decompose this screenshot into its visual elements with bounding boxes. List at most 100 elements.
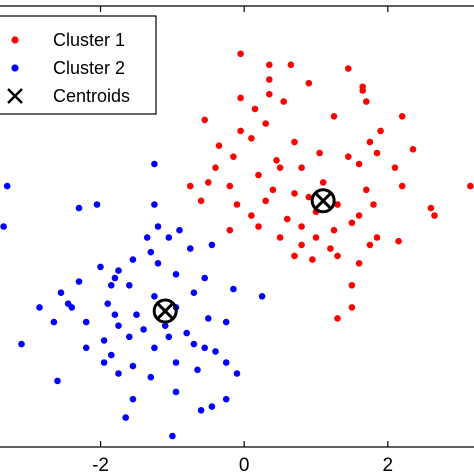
legend-marker-cluster-1 (11, 36, 19, 44)
point-cluster-2-31 (68, 304, 76, 311)
point-cluster-1-57 (255, 223, 262, 230)
point-cluster-2-53 (100, 359, 108, 366)
point-cluster-1-15 (201, 116, 208, 124)
point-cluster-2-28 (151, 293, 158, 300)
point-cluster-1-68 (334, 252, 341, 260)
point-cluster-2-17 (111, 274, 119, 282)
point-cluster-1-40 (319, 179, 327, 186)
point-cluster-2-62 (172, 388, 180, 396)
point-cluster-2-40 (161, 322, 169, 330)
point-cluster-2-68 (169, 432, 176, 440)
point-cluster-2-12 (147, 248, 155, 256)
point-cluster-1-20 (377, 127, 384, 135)
point-cluster-1-17 (237, 127, 244, 135)
point-cluster-1-27 (373, 149, 381, 157)
point-cluster-1-10 (280, 98, 288, 105)
point-cluster-1-73 (334, 315, 341, 322)
point-cluster-2-46 (190, 340, 198, 348)
point-cluster-2-55 (172, 359, 180, 366)
point-cluster-1-70 (309, 256, 316, 263)
point-cluster-2-52 (18, 340, 25, 348)
point-cluster-1-18 (248, 135, 255, 142)
point-cluster-1-23 (230, 153, 237, 160)
point-cluster-1-22 (215, 142, 223, 149)
legend-box (0, 15, 157, 115)
point-cluster-1-53 (355, 212, 363, 219)
point-cluster-1-25 (316, 149, 323, 157)
point-cluster-2-61 (54, 377, 61, 385)
point-cluster-1-56 (226, 226, 234, 234)
point-cluster-1-66 (366, 241, 374, 249)
point-cluster-1-51 (284, 215, 291, 223)
point-cluster-1-72 (348, 304, 356, 311)
point-cluster-1-69 (291, 252, 298, 260)
point-cluster-2-65 (208, 403, 216, 410)
point-cluster-2-13 (154, 260, 162, 267)
point-cluster-2-23 (108, 282, 115, 289)
point-cluster-2-60 (233, 370, 241, 377)
point-cluster-2-58 (115, 370, 122, 377)
x-ticks: -2 0 2 (92, 6, 393, 474)
point-cluster-2-8 (165, 234, 173, 241)
point-cluster-2-59 (147, 373, 155, 381)
point-cluster-2-5 (0, 223, 7, 230)
point-cluster-1-5 (305, 79, 313, 87)
point-cluster-1-65 (327, 245, 334, 252)
point-cluster-1-38 (269, 186, 277, 194)
point-cluster-1-26 (345, 153, 352, 160)
point-cluster-1-64 (298, 241, 305, 249)
point-cluster-2-19 (172, 271, 180, 278)
point-cluster-2-66 (197, 407, 205, 414)
point-cluster-1-12 (363, 98, 370, 105)
point-cluster-1-28 (409, 146, 417, 153)
centroids-layer (152, 188, 336, 324)
point-cluster-1-21 (366, 138, 374, 146)
point-cluster-1-14 (398, 113, 406, 120)
point-cluster-1-59 (330, 226, 338, 234)
point-cluster-1-45 (262, 197, 270, 205)
point-cluster-2-4 (3, 182, 11, 190)
legend-marker-centroids (7, 88, 23, 104)
point-cluster-2-18 (201, 274, 208, 282)
point-cluster-2-36 (222, 318, 230, 326)
point-cluster-1-11 (359, 87, 367, 94)
point-cluster-1-49 (467, 182, 474, 190)
point-cluster-1-30 (255, 171, 262, 179)
legend-label-cluster-2: Cluster 2 (53, 58, 125, 78)
point-cluster-1-54 (427, 204, 435, 212)
point-cluster-1-63 (373, 234, 381, 241)
point-cluster-1-41 (363, 186, 370, 194)
point-cluster-2-45 (165, 333, 173, 341)
point-cluster-2-33 (111, 311, 119, 319)
point-cluster-2-27 (258, 293, 266, 300)
point-cluster-1-35 (187, 182, 194, 190)
point-cluster-1-3 (266, 76, 273, 83)
point-cluster-1-50 (248, 212, 255, 219)
point-cluster-2-48 (151, 344, 158, 352)
point-cluster-1-46 (305, 193, 313, 201)
point-cluster-1-34 (391, 164, 399, 171)
point-cluster-1-62 (312, 234, 320, 241)
point-cluster-2-25 (190, 289, 198, 297)
point-cluster-2-43 (100, 337, 108, 344)
point-cluster-2-20 (75, 278, 83, 285)
point-cluster-1-9 (251, 105, 259, 113)
point-cluster-2-37 (82, 318, 90, 326)
point-cluster-1-31 (276, 164, 284, 171)
point-cluster-1-4 (345, 65, 352, 72)
point-cluster-2-11 (187, 245, 194, 252)
point-cluster-2-3 (75, 204, 83, 212)
point-cluster-2-41 (140, 326, 147, 333)
legend-label-centroids: Centroids (53, 86, 130, 106)
x-tick-label-2: 2 (383, 455, 394, 474)
centroid-marker-2 (152, 298, 178, 324)
point-cluster-2-49 (201, 344, 208, 352)
point-cluster-1-39 (291, 190, 298, 197)
point-cluster-2-63 (222, 395, 230, 403)
point-cluster-1-47 (334, 201, 341, 208)
point-cluster-2-35 (205, 315, 212, 322)
point-cluster-1-32 (298, 164, 305, 171)
point-cluster-1-8 (266, 90, 273, 98)
point-cluster-1-36 (205, 179, 212, 186)
